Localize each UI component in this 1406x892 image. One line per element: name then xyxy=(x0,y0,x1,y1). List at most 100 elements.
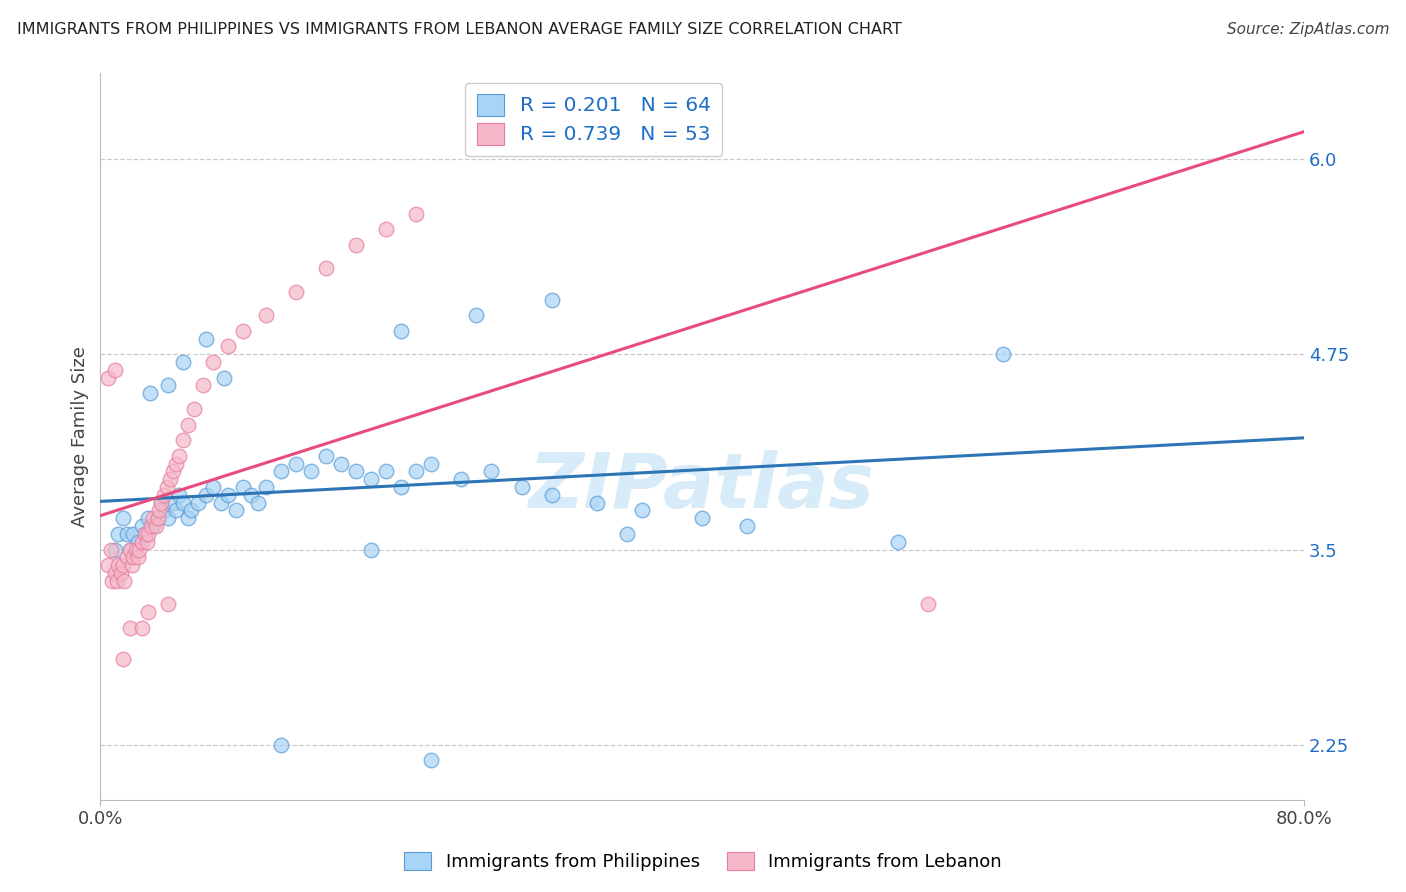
Point xyxy=(375,464,398,478)
Point xyxy=(117,527,139,541)
Point xyxy=(690,511,713,525)
Point xyxy=(138,511,160,525)
Y-axis label: Average Family Size: Average Family Size xyxy=(72,346,89,526)
Legend: R = 0.201   N = 64, R = 0.739   N = 53: R = 0.201 N = 64, R = 0.739 N = 53 xyxy=(465,83,723,156)
Point xyxy=(360,472,382,486)
Point xyxy=(191,378,214,392)
Point xyxy=(157,511,180,525)
Point xyxy=(299,464,322,478)
Point xyxy=(167,449,190,463)
Point xyxy=(141,519,163,533)
Point xyxy=(209,496,232,510)
Point xyxy=(127,534,149,549)
Point xyxy=(139,386,162,401)
Text: IMMIGRANTS FROM PHILIPPINES VS IMMIGRANTS FROM LEBANON AVERAGE FAMILY SIZE CORRE: IMMIGRANTS FROM PHILIPPINES VS IMMIGRANT… xyxy=(17,22,901,37)
Point xyxy=(735,519,758,533)
Point xyxy=(134,527,156,541)
Point xyxy=(157,597,180,611)
Point xyxy=(540,488,562,502)
Point xyxy=(146,511,169,525)
Point xyxy=(122,527,145,541)
Point xyxy=(183,401,205,416)
Point xyxy=(136,534,159,549)
Point xyxy=(315,449,337,463)
Point xyxy=(187,496,209,510)
Point xyxy=(254,480,277,494)
Point xyxy=(145,519,167,533)
Point xyxy=(172,433,194,447)
Point xyxy=(217,339,239,353)
Point xyxy=(247,496,270,510)
Point xyxy=(162,496,184,510)
Point xyxy=(104,566,127,580)
Point xyxy=(450,472,472,486)
Point xyxy=(344,237,367,252)
Point xyxy=(315,261,337,276)
Point xyxy=(101,574,124,588)
Point xyxy=(465,308,488,322)
Point xyxy=(284,285,307,299)
Point xyxy=(111,558,134,573)
Point xyxy=(202,355,225,369)
Text: ZIPatlas: ZIPatlas xyxy=(529,450,875,524)
Point xyxy=(157,378,180,392)
Point xyxy=(360,542,382,557)
Point xyxy=(162,464,184,478)
Point xyxy=(104,363,127,377)
Point xyxy=(481,464,503,478)
Point xyxy=(176,511,198,525)
Point xyxy=(420,754,443,768)
Point xyxy=(886,534,908,549)
Point xyxy=(270,464,292,478)
Point xyxy=(212,370,235,384)
Point xyxy=(105,574,128,588)
Point xyxy=(111,652,134,666)
Point xyxy=(254,308,277,322)
Point xyxy=(152,488,174,502)
Point xyxy=(97,558,120,573)
Point xyxy=(510,480,533,494)
Point xyxy=(117,550,139,565)
Point xyxy=(375,222,398,236)
Point xyxy=(138,605,160,619)
Point xyxy=(180,503,202,517)
Point xyxy=(134,527,156,541)
Point xyxy=(120,542,142,557)
Point xyxy=(146,511,169,525)
Point xyxy=(405,464,427,478)
Point xyxy=(194,332,217,346)
Point xyxy=(142,519,165,533)
Point xyxy=(107,558,129,573)
Point xyxy=(112,574,135,588)
Point xyxy=(121,558,143,573)
Point xyxy=(104,542,127,557)
Point xyxy=(405,206,427,220)
Point xyxy=(284,457,307,471)
Point xyxy=(165,457,187,471)
Point xyxy=(217,488,239,502)
Point xyxy=(202,480,225,494)
Point xyxy=(111,511,134,525)
Point xyxy=(138,527,160,541)
Point xyxy=(149,496,172,510)
Point xyxy=(420,457,443,471)
Point xyxy=(97,370,120,384)
Point xyxy=(167,488,190,502)
Point xyxy=(344,464,367,478)
Point xyxy=(100,542,122,557)
Point xyxy=(991,347,1014,361)
Point xyxy=(128,542,150,557)
Point xyxy=(120,621,142,635)
Point xyxy=(176,417,198,432)
Point xyxy=(389,324,412,338)
Point xyxy=(270,738,292,752)
Point xyxy=(125,542,148,557)
Point xyxy=(540,293,562,307)
Point xyxy=(239,488,262,502)
Point xyxy=(330,457,353,471)
Point xyxy=(131,534,153,549)
Point xyxy=(131,621,153,635)
Point xyxy=(631,503,654,517)
Point xyxy=(165,503,187,517)
Point xyxy=(172,496,194,510)
